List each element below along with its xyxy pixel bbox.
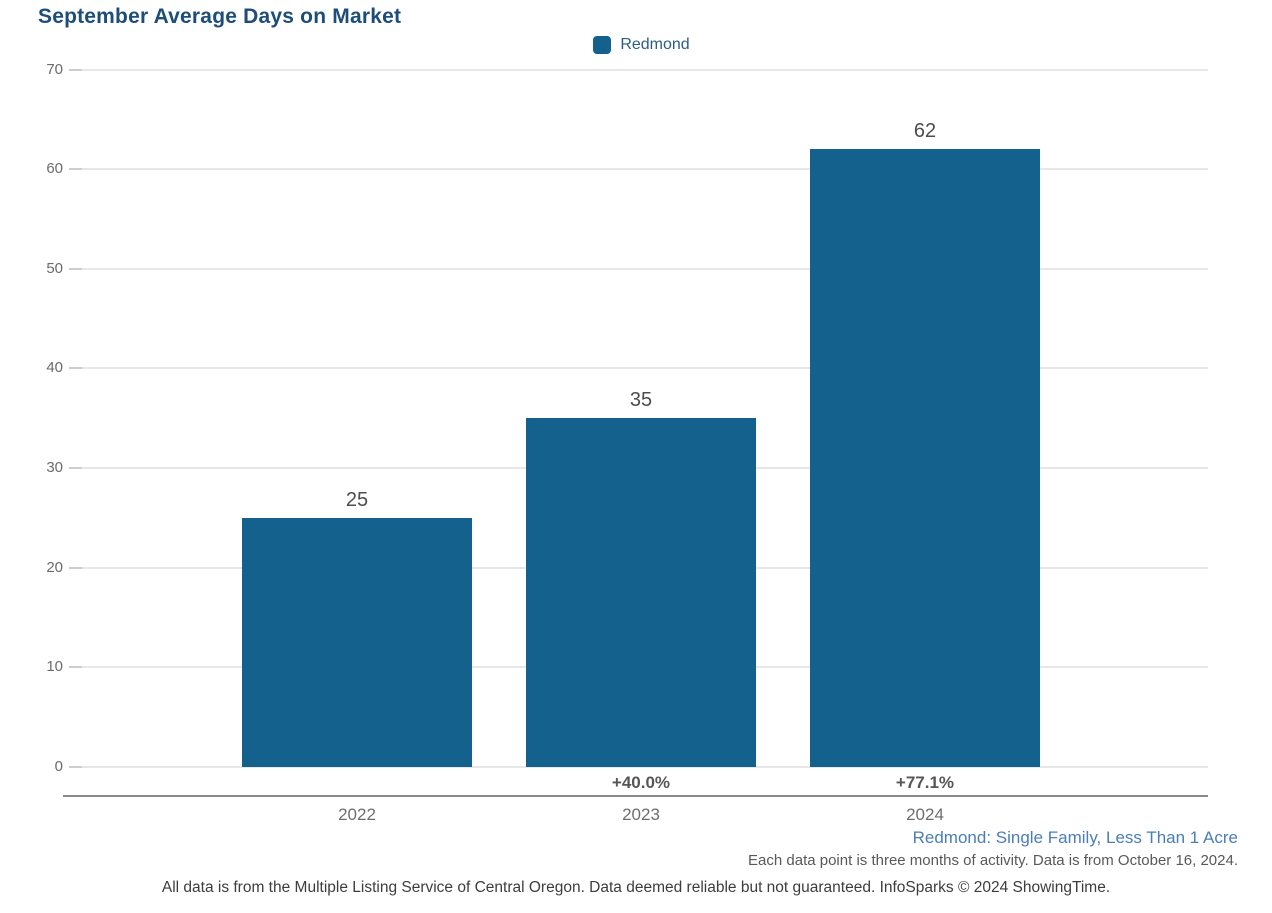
footnote-disclaimer: All data is from the Multiple Listing Se…	[161, 879, 1111, 896]
y-axis-tick	[69, 567, 82, 569]
bar-value-label: 25	[345, 488, 369, 511]
legend-swatch-icon	[593, 36, 612, 54]
bar-value-label: 62	[913, 120, 937, 143]
bar-value-label: 35	[629, 389, 653, 412]
legend[interactable]: Redmond	[75, 36, 1208, 54]
y-axis-tick-label: 40	[46, 359, 63, 376]
x-axis-label-2022: 2022	[338, 805, 376, 824]
y-axis-tick	[69, 367, 82, 369]
gridline-y-70	[75, 69, 1208, 71]
y-axis-tick	[69, 69, 82, 71]
bar-2024[interactable]	[810, 149, 1040, 767]
legend-label: Redmond	[620, 36, 690, 53]
gridline-y-60	[75, 168, 1208, 170]
y-axis-tick	[69, 666, 82, 668]
y-axis-tick-label: 10	[46, 658, 63, 675]
footnote-segment: Redmond: Single Family, Less Than 1 Acre	[912, 828, 1238, 847]
y-axis-tick-label: 20	[46, 559, 63, 576]
y-axis-tick-label: 30	[46, 459, 63, 476]
footnote-data-note: Each data point is three months of activ…	[748, 852, 1238, 869]
x-axis-label-2023: 2023	[622, 805, 660, 824]
x-axis-line	[63, 795, 1208, 797]
y-axis-tick-label: 70	[46, 61, 63, 78]
bar-2022[interactable]	[242, 517, 472, 767]
pct-change-label: +40.0%	[611, 773, 671, 792]
y-axis-tick	[69, 467, 82, 469]
bar-2023[interactable]	[526, 418, 756, 767]
gridline-y-40	[75, 367, 1208, 369]
chart-title: September Average Days on Market	[38, 5, 402, 28]
pct-change-label: +77.1%	[895, 773, 955, 792]
y-axis-tick-label: 0	[54, 758, 63, 775]
y-axis-tick	[69, 268, 82, 270]
gridline-y-0	[75, 766, 1208, 768]
x-axis-label-2024: 2024	[906, 805, 944, 824]
y-axis-tick-label: 60	[46, 160, 63, 177]
y-axis-tick	[69, 766, 82, 768]
y-axis-tick	[69, 168, 82, 170]
gridline-y-50	[75, 268, 1208, 270]
y-axis-tick-label: 50	[46, 260, 63, 277]
